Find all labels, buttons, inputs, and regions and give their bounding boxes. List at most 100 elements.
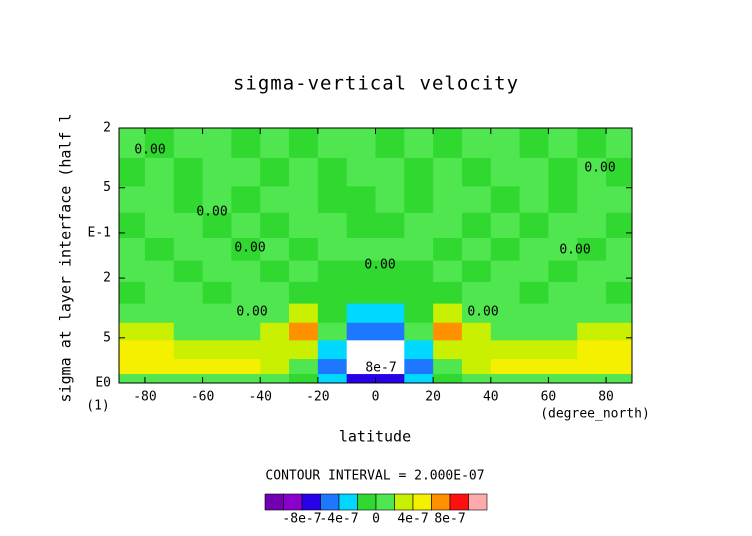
y-axis-units: (1) [86, 399, 109, 414]
cell [577, 322, 607, 341]
cell [346, 186, 376, 214]
x-tick-label: 80 [598, 390, 614, 405]
cell [289, 340, 319, 360]
cell [490, 322, 521, 341]
x-tick-label: 0 [372, 390, 380, 405]
y-tick-label: 2 [103, 271, 111, 286]
cell [231, 157, 261, 187]
y-tick-label: E-1 [88, 225, 111, 240]
colorbar-swatch [375, 493, 395, 511]
colorbar-swatch [320, 493, 340, 511]
cell [375, 260, 405, 283]
cell [202, 281, 232, 305]
x-axis-label: latitude [339, 428, 411, 446]
colorbar-label: 4e-7 [397, 512, 428, 527]
cell [231, 128, 261, 159]
cell [202, 260, 232, 283]
cell [433, 374, 463, 384]
cell [317, 157, 348, 187]
cell [461, 260, 492, 283]
cell [375, 340, 405, 360]
cell [548, 238, 578, 262]
cell [289, 212, 319, 239]
cell [548, 186, 578, 214]
cell [289, 157, 319, 187]
cell [289, 303, 319, 324]
cell [202, 322, 232, 341]
cell [119, 128, 146, 159]
cell [119, 186, 146, 214]
cell [173, 281, 204, 305]
cell [289, 359, 319, 375]
x-tick-label: 40 [483, 390, 499, 405]
cell [519, 238, 549, 262]
cell [461, 340, 492, 360]
cell [375, 238, 405, 262]
cell [577, 374, 607, 384]
cell [433, 322, 463, 341]
cell [346, 322, 376, 341]
contour-label: 8e-7 [365, 361, 396, 376]
contour-label: 0.00 [236, 305, 267, 320]
contour-label: 0.00 [196, 205, 227, 220]
cell [346, 212, 376, 239]
cell [548, 374, 578, 384]
cell [202, 186, 232, 214]
cell [404, 359, 434, 375]
cell [461, 128, 492, 159]
cell [433, 238, 463, 262]
cell [289, 128, 319, 159]
cell [231, 322, 261, 341]
cell [606, 186, 633, 214]
cell [202, 340, 232, 360]
cell [144, 281, 175, 305]
cell [577, 212, 607, 239]
cell [461, 186, 492, 214]
cell [519, 212, 549, 239]
cell [202, 374, 232, 384]
cell [119, 374, 146, 384]
contour-label: 0.00 [584, 161, 615, 176]
cell [433, 260, 463, 283]
x-tick-label: 60 [541, 390, 557, 405]
cell [144, 340, 175, 360]
cell [144, 186, 175, 214]
cell [606, 281, 633, 305]
cell [375, 303, 405, 324]
cell [119, 322, 146, 341]
cell [548, 281, 578, 305]
cell [519, 281, 549, 305]
cell [375, 157, 405, 187]
cell [375, 374, 405, 384]
cell [375, 186, 405, 214]
cell [461, 157, 492, 187]
cell [346, 157, 376, 187]
cell [461, 212, 492, 239]
cell [548, 322, 578, 341]
cell [606, 340, 633, 360]
cell [144, 128, 175, 159]
cell [173, 212, 204, 239]
cell [144, 238, 175, 262]
cell [404, 186, 434, 214]
cell [461, 303, 492, 324]
colorbar-label: 8e-7 [434, 512, 465, 527]
cell [606, 212, 633, 239]
cell [461, 238, 492, 262]
cell [433, 186, 463, 214]
cell [490, 260, 521, 283]
colorbar-swatch [412, 493, 432, 511]
cell [577, 303, 607, 324]
cell [606, 303, 633, 324]
cell [173, 157, 204, 187]
colorbar-swatch [338, 493, 358, 511]
cell [519, 340, 549, 360]
contour-interval: CONTOUR INTERVAL = 2.000E-07 [265, 469, 484, 484]
cell [404, 157, 434, 187]
cell [519, 128, 549, 159]
cell [173, 260, 204, 283]
cell [548, 128, 578, 159]
x-axis-units: (degree_north) [540, 407, 650, 422]
cell [548, 340, 578, 360]
colorbar-swatch [449, 493, 469, 511]
